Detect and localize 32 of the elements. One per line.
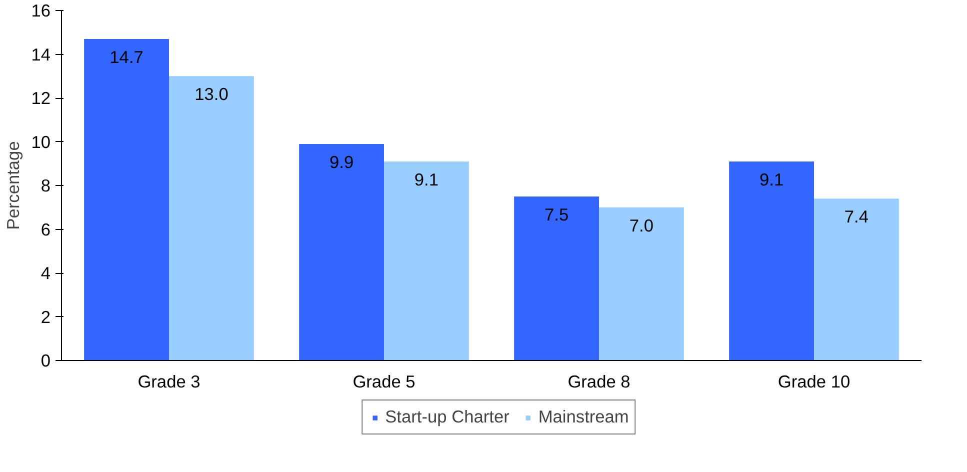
x-tick-label: Grade 5 <box>352 372 416 392</box>
data-label: 7.0 <box>629 215 654 236</box>
bar <box>84 38 169 360</box>
bar <box>729 161 814 360</box>
y-tick-label: 8 <box>40 176 51 196</box>
data-label: 13.0 <box>194 84 228 104</box>
data-label: 9.1 <box>414 169 439 190</box>
bar <box>514 196 599 360</box>
bar <box>814 198 899 360</box>
legend-label: Mainstream <box>538 406 629 428</box>
bar <box>384 161 469 360</box>
bar <box>599 207 684 360</box>
y-tick-label: 0 <box>40 350 51 370</box>
bar <box>169 76 254 360</box>
y-tick-label: 16 <box>31 0 51 20</box>
y-axis-title: Percentage <box>3 141 24 230</box>
y-tick-label: 2 <box>40 306 51 327</box>
data-label: 9.9 <box>329 152 354 172</box>
bar <box>299 144 384 360</box>
y-tick-label: 4 <box>40 263 51 283</box>
x-tick-label: Grade 8 <box>568 372 630 392</box>
data-label: 7.5 <box>544 204 569 224</box>
data-label: 9.1 <box>759 169 784 190</box>
y-tick-label: 12 <box>31 88 51 108</box>
y-tick-label: 10 <box>31 132 51 152</box>
x-tick-label: Grade 3 <box>138 372 200 392</box>
data-label: 14.7 <box>110 46 144 67</box>
y-tick-label: 6 <box>40 219 51 240</box>
legend-label: Start-up Charter <box>385 406 510 428</box>
data-label: 7.4 <box>844 206 869 227</box>
y-tick-label: 14 <box>31 44 51 64</box>
x-tick-label: Grade 10 <box>778 372 850 392</box>
